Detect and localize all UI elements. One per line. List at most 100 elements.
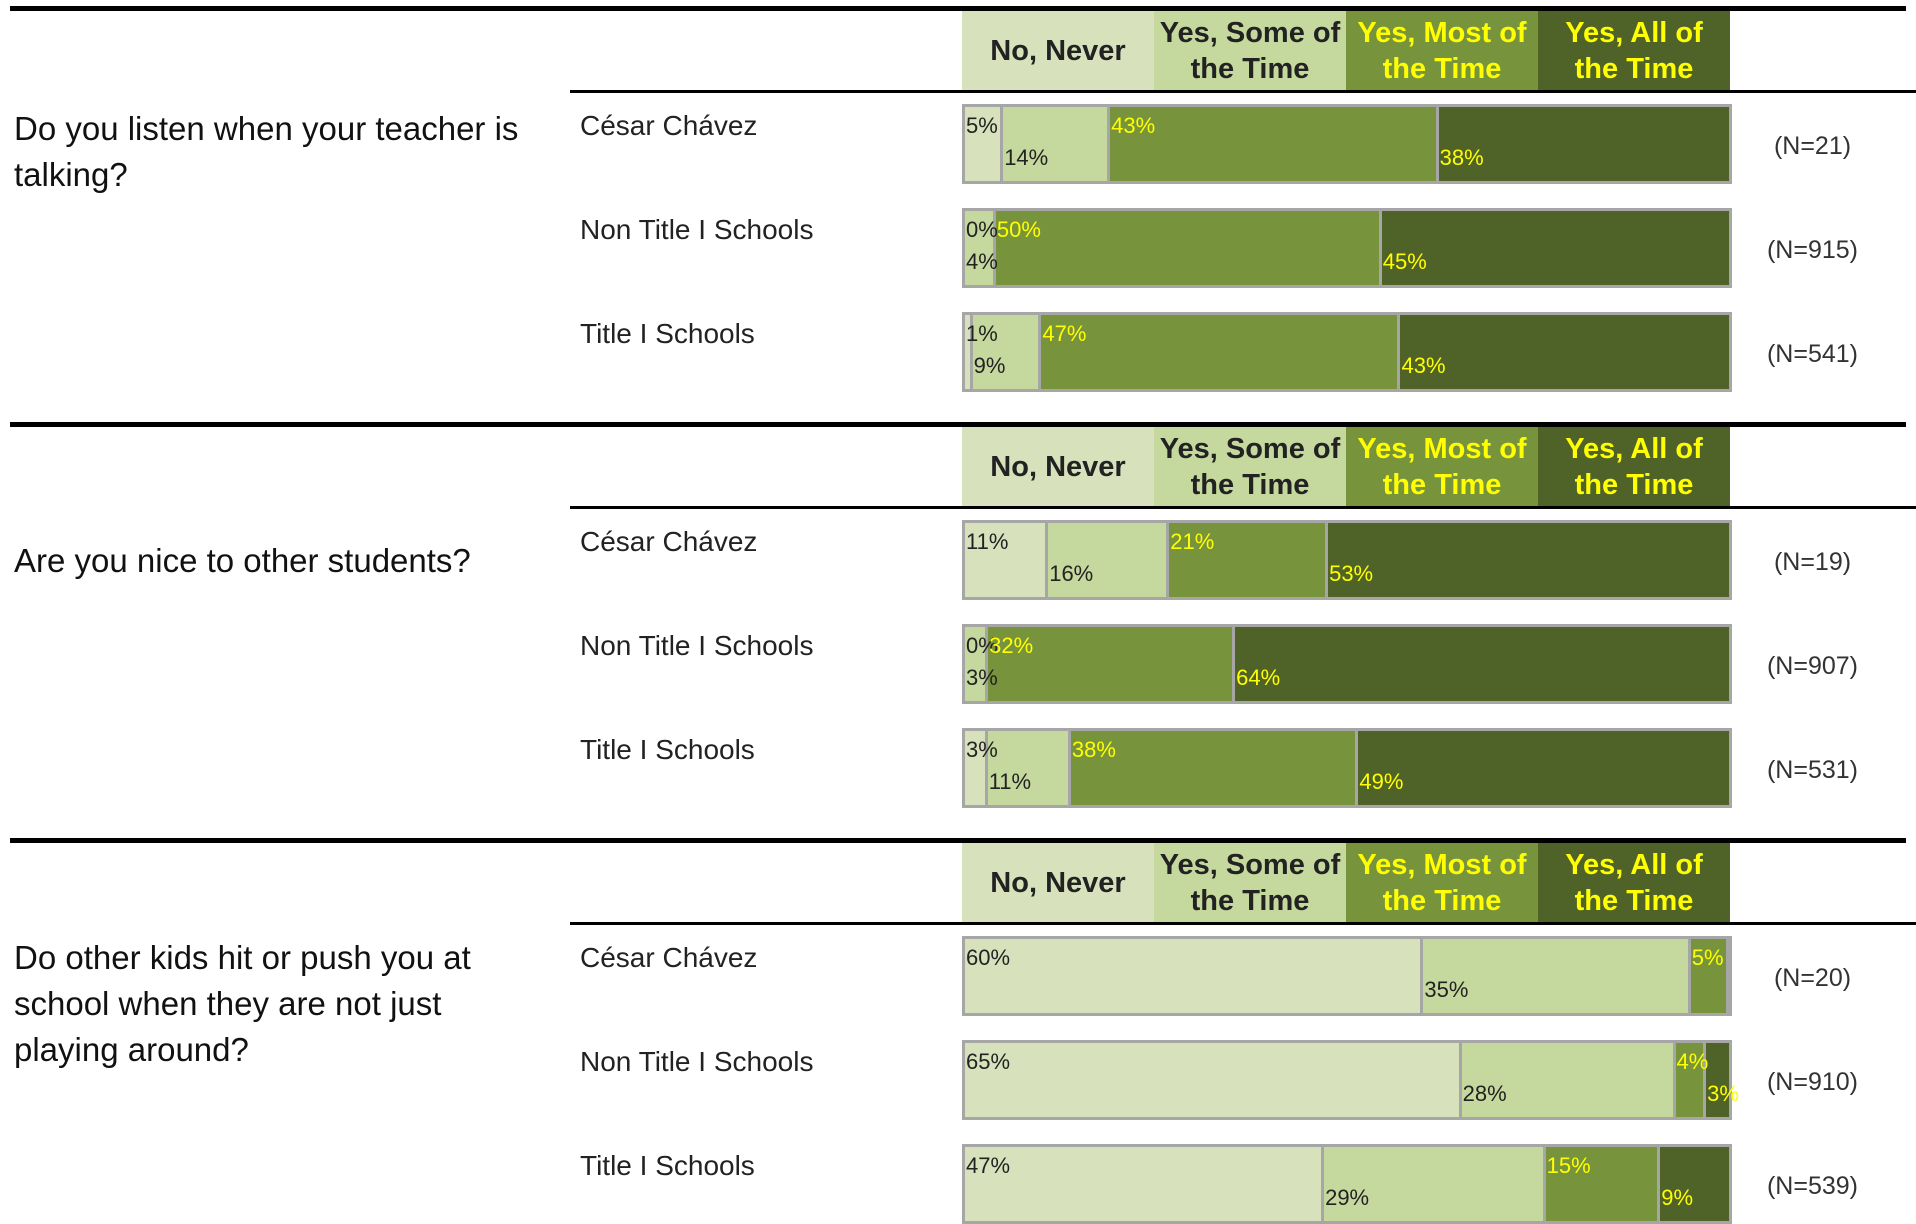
sample-size: (N=541) [1766, 340, 1858, 368]
data-label: 3% [1707, 1081, 1739, 1106]
data-label: 32% [989, 633, 1034, 658]
bar-segment-some-of-time [972, 315, 1042, 389]
bar-segment-some-of-time [1324, 1147, 1546, 1221]
data-label: 60% [966, 945, 1011, 970]
data-label: 21% [1170, 529, 1215, 554]
data-label: 3% [966, 737, 998, 762]
sample-size: (N=539) [1766, 1172, 1858, 1200]
group-label: Title I Schools [580, 1150, 755, 1181]
bar-segment-all-of-time [1381, 211, 1729, 285]
data-label: 14% [1004, 145, 1049, 170]
legend-some-of-time: Yes, Some of the Time [1154, 843, 1346, 923]
data-label: 64% [1236, 665, 1281, 690]
stacked-bar [962, 624, 1732, 704]
sample-size: (N=21) [1773, 132, 1852, 160]
bar-segment-all-of-time [1328, 523, 1729, 597]
bar-segment-all-of-time [1706, 1043, 1729, 1117]
section-divider [10, 422, 1906, 427]
stacked-bar [962, 104, 1732, 184]
data-label: 45% [1382, 249, 1427, 274]
group-label: Title I Schools [580, 734, 755, 765]
group-label: César Chávez [580, 942, 758, 973]
question-text: Do other kids hit or push you at school … [14, 939, 471, 1068]
bar-segment-no-never [965, 731, 988, 805]
stacked-bar [962, 520, 1732, 600]
legend-most-of-time: Yes, Most of the Time [1346, 427, 1538, 507]
bar-segment-most-of-time [1070, 731, 1359, 805]
bar-segment-no-never [965, 523, 1049, 597]
stacked-bar [962, 208, 1732, 288]
data-label: 3% [966, 665, 998, 690]
bar-segment-most-of-time [1041, 315, 1401, 389]
data-label: 16% [1049, 561, 1094, 586]
bar-segment-some-of-time [987, 731, 1071, 805]
bar-segment-no-never [965, 107, 1004, 181]
question-text: Do you listen when your teacher is talki… [14, 110, 519, 193]
question-text: Are you nice to other students? [14, 542, 471, 579]
data-label: 49% [1359, 769, 1404, 794]
group-label: Non Title I Schools [580, 1046, 814, 1077]
data-label: 43% [1401, 353, 1446, 378]
header-underline [570, 90, 1916, 93]
bar-segment-most-of-time [995, 211, 1382, 285]
header-underline [570, 922, 1916, 925]
bar-segment-most-of-time [988, 627, 1236, 701]
bar-segment-most-of-time [1110, 107, 1439, 181]
data-label: 5% [966, 113, 998, 138]
data-label: 11% [988, 769, 1032, 794]
bar-segment-all-of-time [1438, 107, 1729, 181]
data-label: 0% [966, 217, 998, 242]
data-label: 43% [1111, 113, 1156, 138]
data-label: 29% [1325, 1185, 1370, 1210]
legend-no-never: No, Never [962, 843, 1154, 923]
data-label: 53% [1329, 561, 1374, 586]
bar-segment-some-of-time [1003, 107, 1111, 181]
legend-no-never: No, Never [962, 11, 1154, 91]
data-label: 4% [1676, 1049, 1709, 1074]
data-label: 9% [973, 353, 1006, 378]
legend-some-of-time: Yes, Some of the Time [1154, 11, 1346, 91]
bar-segment-most-of-time [1545, 1147, 1661, 1221]
bar-segment-all-of-time [1358, 731, 1729, 805]
section-divider [10, 838, 1906, 843]
data-label: 0% [966, 633, 998, 658]
bar-segment-all-of-time [1400, 315, 1729, 389]
header-underline [570, 506, 1916, 509]
section-divider [10, 6, 1906, 11]
bar-segment-some-of-time [965, 211, 996, 285]
legend-all-of-time: Yes, All of the Time [1538, 11, 1730, 91]
data-label: 11% [966, 529, 1009, 554]
bar-segment-most-of-time [1690, 939, 1729, 1013]
data-label: 65% [966, 1049, 1011, 1074]
data-label: 15% [1546, 1153, 1591, 1178]
data-label: 1% [966, 321, 998, 346]
group-label: Title I Schools [580, 318, 755, 349]
group-label: Non Title I Schools [580, 214, 814, 245]
data-label: 47% [966, 1153, 1011, 1178]
data-label: 35% [1424, 977, 1469, 1002]
bar-segment-no-never [965, 1043, 1462, 1117]
group-label: César Chávez [580, 526, 758, 557]
bar-segment-all-of-time [1660, 1147, 1729, 1221]
bar-segment-most-of-time [1169, 523, 1329, 597]
bar-segment-some-of-time [965, 627, 989, 701]
bar-segment-no-never [965, 939, 1424, 1013]
group-label: César Chávez [580, 110, 758, 141]
sample-size: (N=531) [1766, 756, 1858, 784]
data-label: 5% [1691, 945, 1724, 970]
legend-all-of-time: Yes, All of the Time [1538, 427, 1730, 507]
data-label: 38% [1071, 737, 1116, 762]
stacked-bar [962, 728, 1732, 808]
stacked-bar [962, 312, 1732, 392]
data-label: 28% [1462, 1081, 1507, 1106]
bar-segment-no-never [965, 315, 973, 389]
sample-size: (N=910) [1766, 1068, 1858, 1096]
legend-no-never: No, Never [962, 427, 1154, 507]
stacked-bar [962, 1144, 1732, 1224]
data-label: 47% [1042, 321, 1087, 346]
bar-segment-some-of-time [1048, 523, 1170, 597]
bar-segment-all-of-time [1235, 627, 1729, 701]
legend-most-of-time: Yes, Most of the Time [1346, 843, 1538, 923]
stacked-bar [962, 936, 1732, 1016]
legend-all-of-time: Yes, All of the Time [1538, 843, 1730, 923]
